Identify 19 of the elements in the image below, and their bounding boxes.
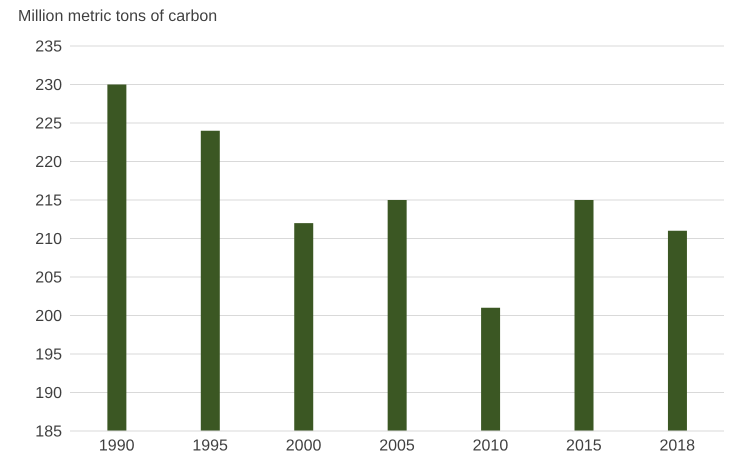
y-tick-label: 215	[35, 192, 62, 210]
y-tick-label: 230	[35, 77, 62, 94]
x-tick-label: 2010	[472, 437, 508, 454]
x-tick-label: 2015	[566, 437, 602, 454]
y-tick-label: 235	[35, 38, 62, 56]
x-tick-label: 2018	[659, 437, 696, 454]
x-tick-label: 2005	[379, 437, 415, 454]
y-tick-label: 225	[35, 116, 62, 133]
y-tick-label: 220	[35, 154, 62, 172]
y-tick-label: 205	[35, 270, 62, 287]
y-axis-title: Million metric tons of carbon	[18, 8, 218, 26]
y-tick-label: 190	[35, 385, 62, 402]
x-tick-label: 1995	[192, 437, 228, 454]
x-tick-label: 1990	[98, 437, 135, 454]
y-tick-label: 200	[35, 308, 62, 326]
y-tick-label: 210	[35, 231, 62, 248]
x-tick-label: 2000	[286, 437, 322, 454]
y-tick-label: 185	[35, 424, 62, 441]
y-tick-label: 195	[35, 346, 62, 364]
